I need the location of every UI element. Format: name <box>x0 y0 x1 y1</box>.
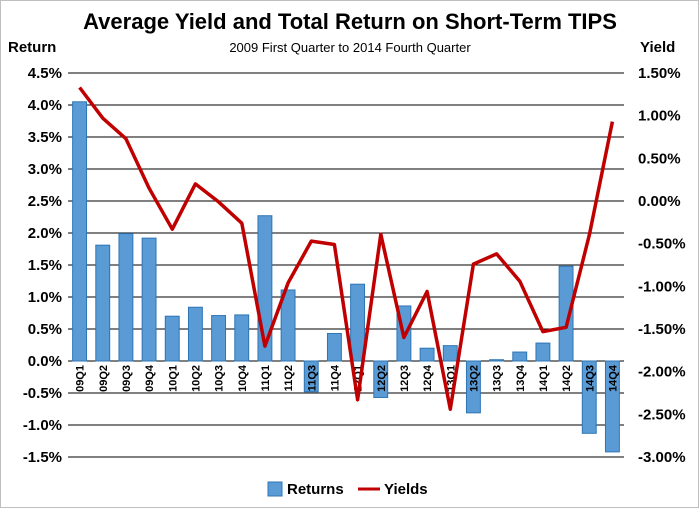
returns-bar <box>141 237 157 362</box>
category-label: 11Q2 <box>283 365 295 391</box>
left-tick-label: 4.0% <box>28 97 62 114</box>
category-label: 13Q2 <box>468 365 480 392</box>
left-tick-label: 2.5% <box>28 193 62 210</box>
category-label: 14Q1 <box>538 365 550 392</box>
returns-bars <box>72 101 620 453</box>
left-tick-label: 1.0% <box>28 289 62 306</box>
yields-line <box>78 86 615 411</box>
returns-bar <box>187 306 203 362</box>
left-tick-label: -1.5% <box>23 449 62 466</box>
legend-returns-swatch <box>267 481 283 497</box>
category-label: 11Q4 <box>329 364 341 391</box>
category-labels: 09Q1 09Q2 09Q3 09Q4 10Q1 10Q2 10Q3 10Q4 11Q1 11Q2… <box>75 364 620 392</box>
returns-bar <box>442 345 458 362</box>
category-label: 12Q4 <box>422 364 434 392</box>
returns-bar <box>326 332 342 362</box>
left-tick-label: 4.5% <box>28 65 62 82</box>
category-label: 10Q2 <box>190 365 202 392</box>
returns-bar <box>604 360 620 453</box>
left-tick-label: 2.0% <box>28 225 62 242</box>
right-axis-ticks: -3.00% -2.50% -2.00% -1.50% -1.00% -0.50% 0.00… <box>638 65 686 466</box>
category-label: 12Q2 <box>376 365 388 392</box>
returns-bar <box>558 265 574 362</box>
category-label: 09Q1 <box>75 365 87 392</box>
right-tick-label: -0.50% <box>638 236 686 253</box>
right-tick-label: -3.00% <box>638 449 686 466</box>
returns-bar <box>234 314 250 362</box>
returns-bar <box>489 359 505 362</box>
returns-bar <box>465 360 481 414</box>
left-tick-label: 0.0% <box>28 353 62 370</box>
returns-bar <box>164 315 180 362</box>
returns-bar <box>350 283 366 362</box>
yields-series-line <box>78 86 615 411</box>
returns-bar <box>303 360 319 393</box>
category-label: 09Q3 <box>121 365 133 392</box>
left-tick-label: -0.5% <box>23 385 62 402</box>
right-tick-label: -1.00% <box>638 278 686 295</box>
category-label: 09Q2 <box>98 365 110 392</box>
returns-bar <box>419 347 435 362</box>
left-tick-label: -1.0% <box>23 417 62 434</box>
category-label: 13Q3 <box>492 365 504 392</box>
category-label: 14Q3 <box>584 365 596 392</box>
category-label: 11Q1 <box>260 365 272 391</box>
category-label: 11Q3 <box>306 365 318 391</box>
category-label: 10Q3 <box>214 365 226 392</box>
right-axis-title: Yield <box>640 39 675 56</box>
returns-bar <box>72 101 88 362</box>
left-tick-label: 3.5% <box>28 129 62 146</box>
left-axis-title: Return <box>8 39 56 56</box>
category-label: 12Q3 <box>399 365 411 392</box>
left-tick-label: 1.5% <box>28 257 62 274</box>
category-label: 14Q4 <box>607 364 619 392</box>
right-tick-label: 0.00% <box>638 193 681 210</box>
right-tick-label: 0.50% <box>638 150 681 167</box>
returns-bar <box>512 351 528 362</box>
returns-bar <box>581 360 597 434</box>
returns-bar <box>95 244 111 362</box>
legend-returns-label: Returns <box>287 481 344 498</box>
left-axis-ticks: -1.5% -1.0% -0.5% 0.0% 0.5% 1.0% 1.5% 2.0% 2.5% 3… <box>23 65 62 466</box>
category-label: 10Q4 <box>237 364 249 392</box>
category-label: 09Q4 <box>144 364 156 392</box>
right-tick-label: -2.50% <box>638 406 686 423</box>
returns-bar <box>118 233 134 362</box>
chart-subtitle: 2009 First Quarter to 2014 Fourth Quarte… <box>229 40 471 55</box>
legend-yields-label: Yields <box>384 481 428 498</box>
legend: Returns Yields <box>267 481 428 498</box>
right-tick-label: -2.00% <box>638 364 686 381</box>
category-label: 13Q4 <box>515 364 527 392</box>
category-label: 14Q2 <box>561 365 573 392</box>
returns-bar <box>211 315 227 362</box>
chart-title: Average Yield and Total Return on Short-… <box>83 9 617 34</box>
left-tick-label: 0.5% <box>28 321 62 338</box>
right-tick-label: 1.50% <box>638 65 681 82</box>
returns-bar <box>280 289 296 362</box>
returns-bar <box>373 360 389 398</box>
right-tick-label: -1.50% <box>638 321 686 338</box>
left-tick-label: 3.0% <box>28 161 62 178</box>
returns-bar <box>535 342 551 362</box>
right-tick-label: 1.00% <box>638 108 681 125</box>
gridlines <box>68 72 624 458</box>
category-label: 10Q1 <box>167 365 179 392</box>
